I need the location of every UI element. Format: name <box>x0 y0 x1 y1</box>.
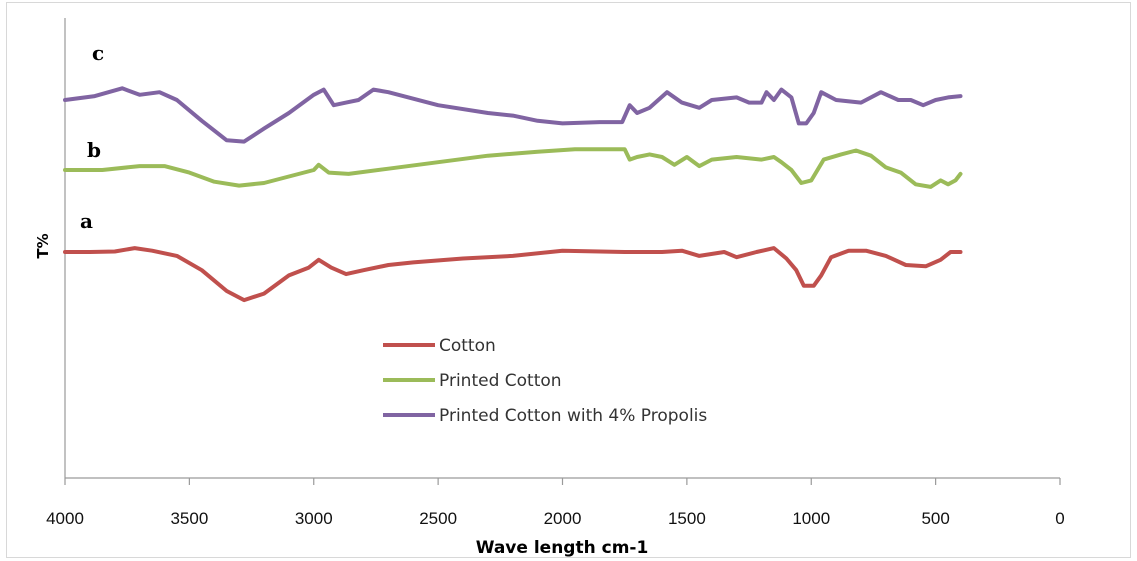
legend-label-a: Cotton <box>439 336 496 356</box>
curve-letter-b: b <box>87 138 101 162</box>
x-tick-label: 3000 <box>295 509 333 528</box>
x-tick-label: 1500 <box>668 509 706 528</box>
curve-letters-group: a b c <box>80 41 104 233</box>
x-axis-label: Wave length cm-1 <box>476 538 649 558</box>
curve-letter-a: a <box>80 209 93 233</box>
series-line-b <box>63 147 963 189</box>
x-tick-label: 500 <box>921 509 949 528</box>
x-tick-label: 1000 <box>792 509 830 528</box>
x-tick-label: 2000 <box>544 509 582 528</box>
x-tick-label: 0 <box>1055 509 1064 528</box>
series-lines-group <box>63 86 963 303</box>
x-tick-label: 2500 <box>419 509 457 528</box>
chart-border <box>6 2 1131 558</box>
series-line-c <box>63 86 963 144</box>
legend-label-b: Printed Cotton <box>439 371 562 391</box>
y-axis-label: T% <box>34 233 52 258</box>
x-tick-label: 3500 <box>170 509 208 528</box>
legend-label-c: Printed Cotton with 4% Propolis <box>439 406 707 426</box>
x-tick-label: 4000 <box>46 509 84 528</box>
legend: Cotton Printed Cotton Printed Cotton with … <box>383 336 707 426</box>
series-line-a <box>63 246 963 303</box>
axes-group: 4000 3500 3000 2500 2000 1500 1000 500 0 <box>46 18 1065 528</box>
curve-letter-c: c <box>92 41 104 65</box>
